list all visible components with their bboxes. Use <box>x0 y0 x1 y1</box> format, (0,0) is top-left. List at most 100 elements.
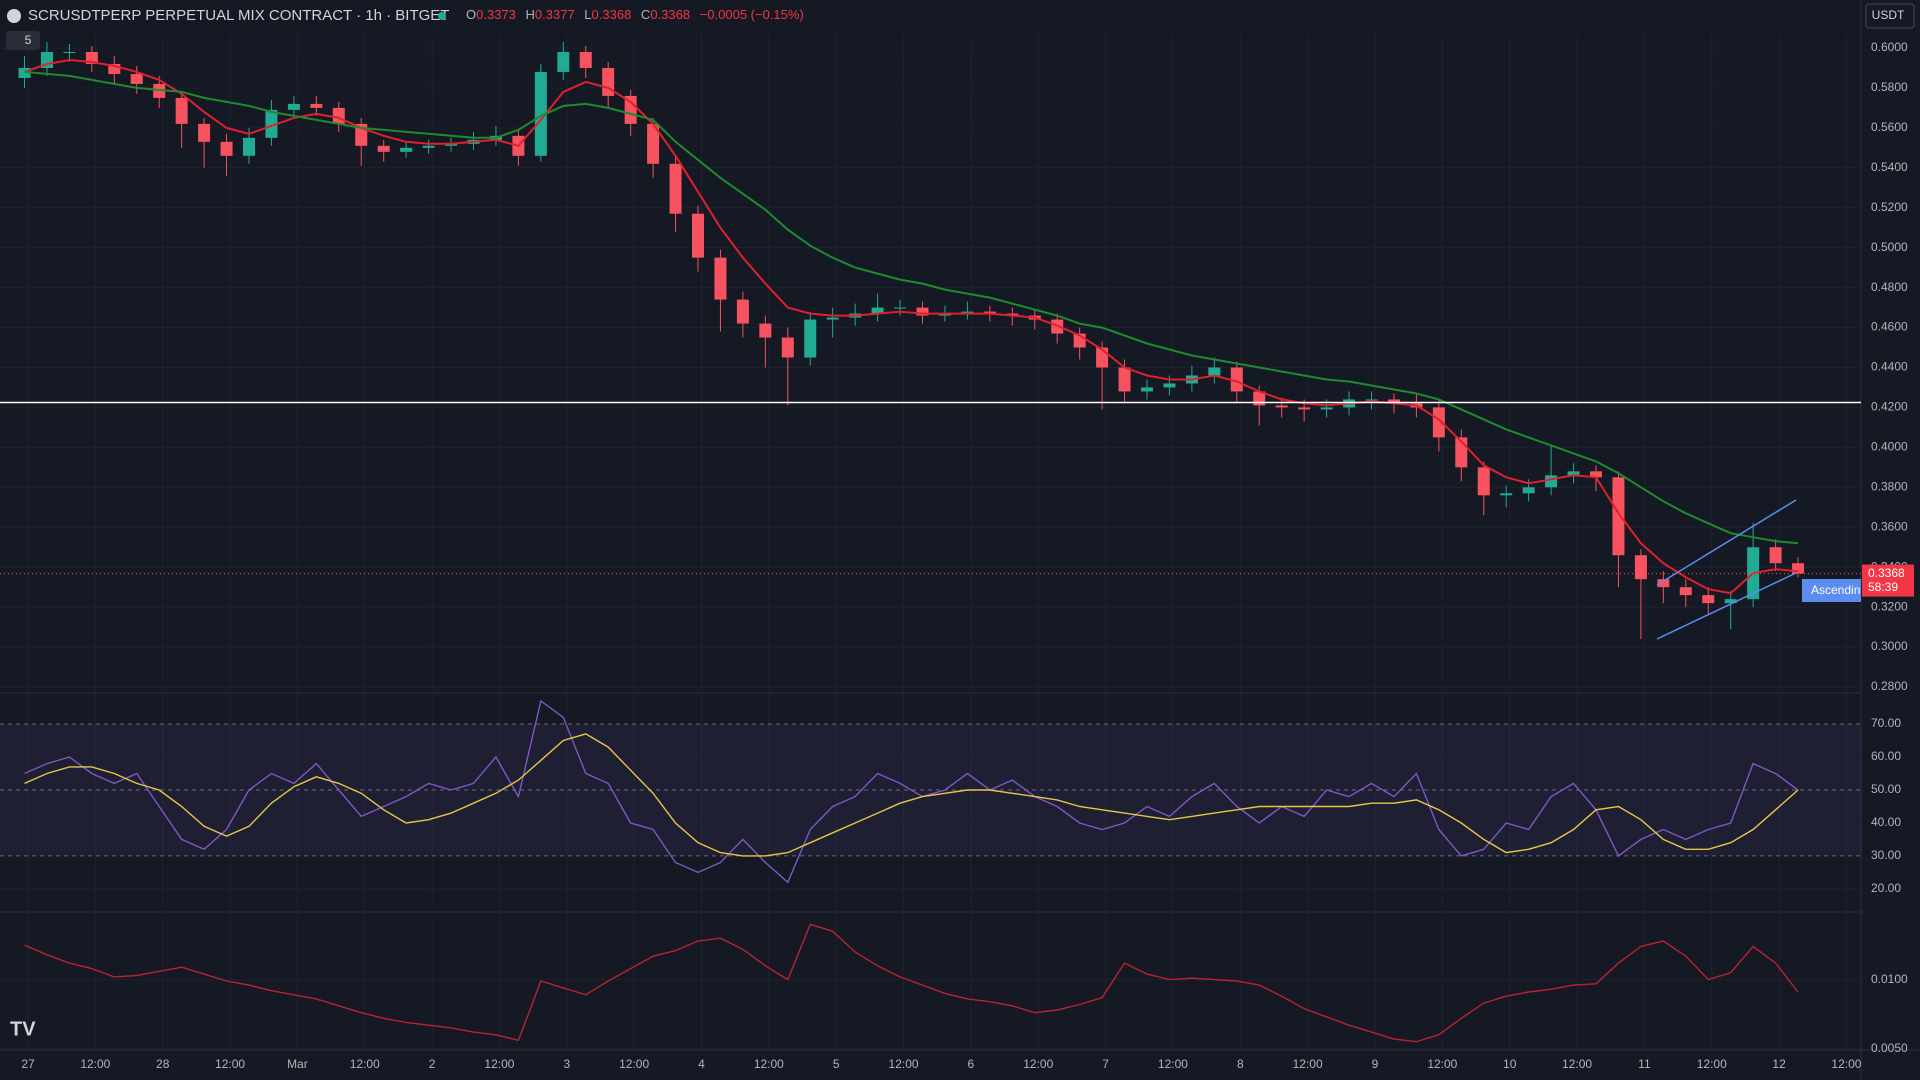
candle-body <box>1230 367 1243 392</box>
x-tick-label: 12:00 <box>215 1057 245 1071</box>
candle-body <box>602 67 615 96</box>
y-tick-label: 0.3200 <box>1871 599 1908 613</box>
ohlc-legend: O0.3373 H0.3377 L0.3368 C0.3368 −0.0005 … <box>466 7 804 22</box>
candle-body <box>1545 475 1558 488</box>
channel-line <box>1656 499 1797 586</box>
candle-body <box>624 95 637 124</box>
candle-body <box>1432 407 1445 438</box>
candle-body <box>826 317 839 320</box>
candle-body <box>243 137 255 156</box>
price-tag <box>1862 564 1914 597</box>
indicator-line <box>24 733 1799 857</box>
candle-body <box>669 163 682 214</box>
candle-body <box>153 83 166 98</box>
y-tick-label: 0.5000 <box>1871 240 1908 254</box>
candle-body <box>759 323 772 338</box>
y-tick-label: 0.4400 <box>1871 360 1908 374</box>
ohlc-value: 0.3377 <box>535 7 575 22</box>
y-tick-label: 0.2800 <box>1871 679 1908 693</box>
drawing-label-bg <box>1802 579 1861 602</box>
candle-body <box>534 71 547 156</box>
y-tick-label: 40.00 <box>1871 815 1901 829</box>
candle-body <box>1006 313 1019 316</box>
x-tick-label: Mar <box>287 1057 308 1071</box>
candle-body <box>445 143 458 146</box>
symbol-title: SCRUSDTPERP PERPETUAL MIX CONTRACT · 1h … <box>28 7 449 24</box>
x-tick-label: 4 <box>698 1057 705 1071</box>
y-tick-label: 0.3800 <box>1871 479 1908 493</box>
plot-area: Ascendin <box>0 34 1861 1050</box>
channel-line <box>1656 572 1797 640</box>
candle-body <box>1792 563 1805 574</box>
x-tick-label: 27 <box>21 1057 35 1071</box>
x-tick-label: 12 <box>1772 1057 1786 1071</box>
brand-logo: TV <box>10 1018 36 1040</box>
y-tick-label: 30.00 <box>1871 848 1901 862</box>
candle-body <box>1163 383 1176 388</box>
candle-body <box>1275 405 1288 408</box>
market-status <box>438 12 446 20</box>
y-tick-label: 0.0050 <box>1871 1041 1908 1055</box>
candle-body <box>916 307 929 316</box>
candle-body <box>1724 599 1737 604</box>
indicator-toggle[interactable] <box>6 31 40 50</box>
candle-body <box>1365 399 1378 401</box>
y-tick-label: 50.00 <box>1871 782 1901 796</box>
candle-body <box>85 51 98 64</box>
candle-body <box>871 307 884 314</box>
x-tick-label: 12:00 <box>350 1057 380 1071</box>
candle-body <box>983 311 996 314</box>
ohlc-key: C <box>641 7 650 22</box>
x-tick-label: 28 <box>156 1057 170 1071</box>
candle-body <box>1612 477 1625 556</box>
candle-body <box>1567 471 1580 476</box>
x-tick-label: 2 <box>429 1057 436 1071</box>
y-tick-label: 0.4800 <box>1871 280 1908 294</box>
y-tick-label: 0.5400 <box>1871 160 1908 174</box>
price-tag-countdown: 58:39 <box>1868 580 1898 594</box>
candle-body <box>310 103 323 108</box>
moving-average <box>24 58 1799 595</box>
y-tick-label: 0.3600 <box>1871 519 1908 533</box>
candle-body <box>422 145 435 148</box>
candle-body <box>1702 595 1715 604</box>
ohlc-value: 0.3373 <box>476 7 516 22</box>
candle-body <box>63 51 76 53</box>
candle-body <box>1679 587 1692 596</box>
candle-body <box>961 311 974 314</box>
y-tick-label: 0.5800 <box>1871 80 1908 94</box>
candle-body <box>647 123 660 164</box>
x-tick-label: 11 <box>1638 1057 1651 1071</box>
currency: USDT <box>1872 8 1905 22</box>
candle-body <box>692 213 704 258</box>
indicator-count: 5 <box>25 33 32 47</box>
x-tick-label: 12:00 <box>619 1057 649 1071</box>
x-tick-label: 12:00 <box>754 1057 784 1071</box>
indicator-line <box>24 923 1799 1043</box>
candle-body <box>714 257 727 300</box>
candle-body <box>1500 493 1513 496</box>
y-tick-label: 0.5600 <box>1871 120 1908 134</box>
y-tick-label: 0.5200 <box>1871 200 1908 214</box>
x-tick-label: 5 <box>833 1057 840 1071</box>
candle-body <box>1208 367 1221 376</box>
x-tick-label: 12:00 <box>1023 1057 1053 1071</box>
y-tick-label: 0.4600 <box>1871 320 1908 334</box>
candle-body <box>18 67 31 78</box>
x-tick-label: 9 <box>1372 1057 1379 1071</box>
candle-body <box>736 299 749 324</box>
y-tick-label: 0.4200 <box>1871 400 1908 414</box>
x-tick-label: 12:00 <box>1697 1057 1727 1071</box>
ohlc-value: 0.3368 <box>592 7 632 22</box>
candle-body <box>1590 471 1602 478</box>
x-tick-label: 12:00 <box>484 1057 514 1071</box>
currency-button[interactable] <box>1865 3 1915 29</box>
y-tick-label: 70.00 <box>1871 716 1901 730</box>
candle-body <box>1769 547 1782 564</box>
candle-body <box>894 307 907 309</box>
y-tick-label: 0.3000 <box>1871 639 1908 653</box>
candle-body <box>377 145 390 152</box>
candle-body <box>1320 407 1333 410</box>
